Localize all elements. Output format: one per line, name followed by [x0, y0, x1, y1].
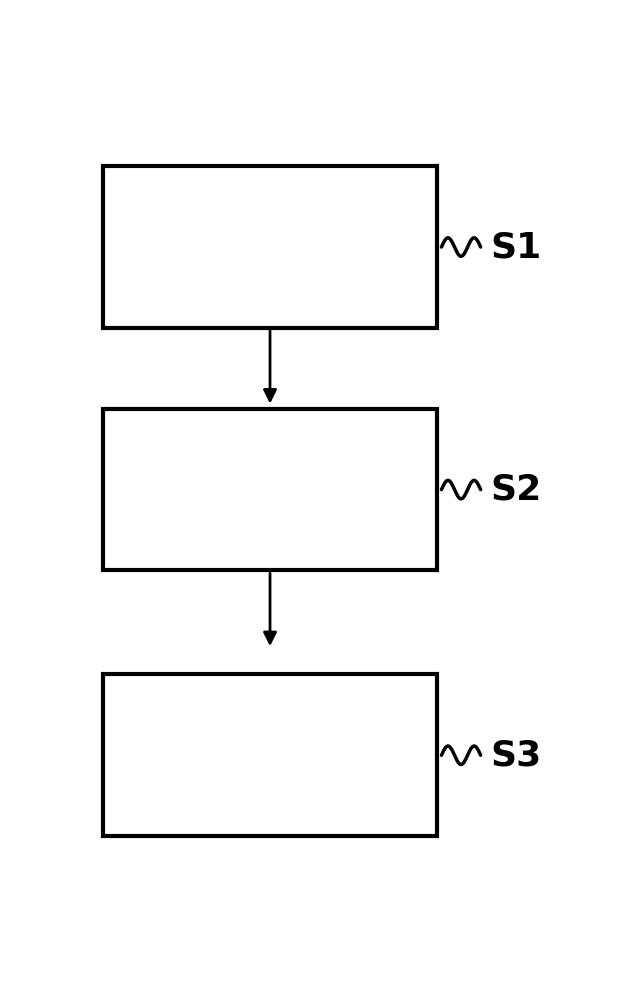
- FancyBboxPatch shape: [104, 166, 437, 328]
- FancyBboxPatch shape: [104, 409, 437, 570]
- Text: S3: S3: [490, 738, 542, 772]
- Text: S1: S1: [490, 230, 542, 264]
- Text: S2: S2: [490, 473, 542, 507]
- FancyBboxPatch shape: [104, 674, 437, 836]
